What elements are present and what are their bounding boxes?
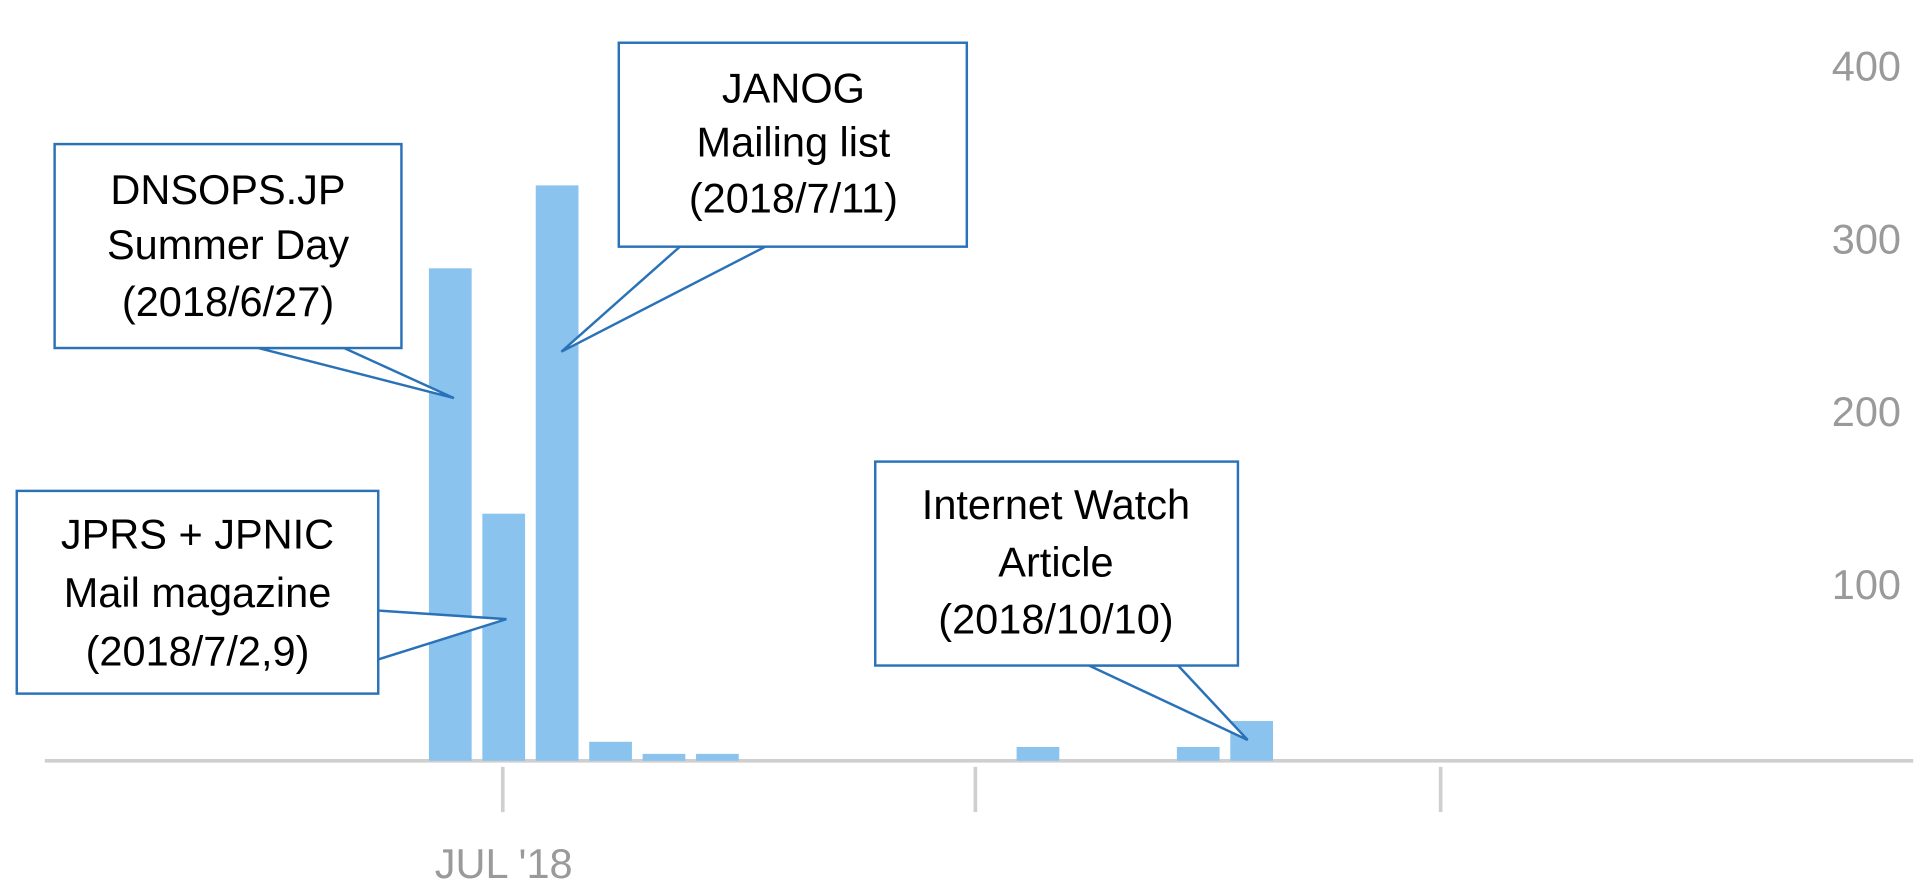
y-tick-label: 100 xyxy=(1832,561,1901,608)
bar xyxy=(428,268,472,761)
annotation-text: (2018/7/2,9) xyxy=(86,628,310,675)
callout-pointer xyxy=(1088,664,1249,742)
annotation-text: JPRS + JPNIC xyxy=(61,510,334,557)
annotation-text: Mail magazine xyxy=(64,569,332,616)
bar xyxy=(535,185,579,761)
y-tick-label: 200 xyxy=(1832,388,1901,435)
annotation-text: JANOG xyxy=(722,65,865,112)
callout-pointer xyxy=(258,346,455,400)
bar xyxy=(482,513,526,761)
annotation-text: Article xyxy=(998,538,1113,585)
y-tick-label: 300 xyxy=(1832,215,1901,262)
x-tick-label: JUL '18 xyxy=(435,840,573,887)
bar xyxy=(1176,746,1220,761)
bar xyxy=(1016,746,1060,761)
annotation-text: Summer Day xyxy=(107,221,349,268)
annotation-text: (2018/6/27) xyxy=(122,278,334,325)
callout-box xyxy=(617,41,969,248)
annotation-text: DNSOPS.JP xyxy=(110,166,345,213)
annotation-text: (2018/10/10) xyxy=(938,596,1173,643)
y-tick-label: 400 xyxy=(1832,43,1901,90)
annotation-text: Mailing list xyxy=(697,118,891,165)
callout-pointer xyxy=(560,245,766,353)
bar xyxy=(589,741,632,761)
callout-box xyxy=(53,142,403,350)
annotation-text: (2018/7/11) xyxy=(689,174,898,221)
callout-box xyxy=(874,460,1240,667)
callout-box xyxy=(15,489,380,695)
bar xyxy=(696,753,739,761)
bar xyxy=(642,753,686,761)
annotation-text: Internet Watch xyxy=(922,481,1190,528)
